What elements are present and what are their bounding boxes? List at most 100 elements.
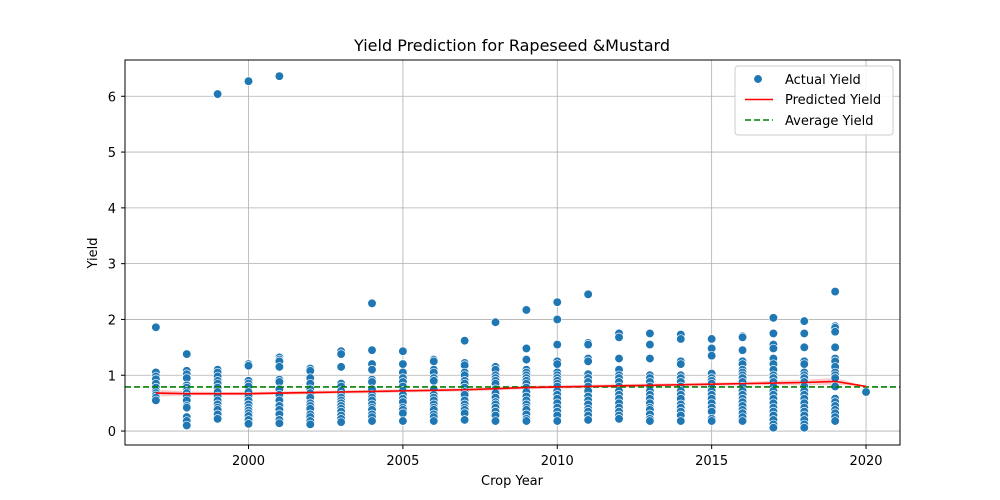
- data-point: [552, 314, 562, 325]
- data-point: [182, 420, 192, 431]
- x-tick-label: 2005: [386, 454, 419, 469]
- x-tick-label: 2000: [232, 454, 265, 469]
- data-point: [367, 298, 377, 308]
- data-point: [398, 359, 408, 369]
- data-point: [429, 356, 439, 366]
- data-point: [830, 416, 840, 426]
- data-point: [799, 359, 809, 369]
- grid: [125, 60, 900, 445]
- y-tick-label: 4: [108, 202, 116, 217]
- data-point: [861, 387, 871, 397]
- scatter-points: [151, 71, 871, 433]
- data-point: [737, 345, 748, 355]
- data-point: [521, 354, 532, 365]
- data-point: [151, 395, 161, 406]
- data-point: [398, 408, 408, 418]
- data-point: [182, 349, 192, 359]
- data-point: [676, 334, 686, 344]
- data-point: [583, 356, 593, 366]
- data-point: [243, 361, 254, 371]
- y-axis-label: Yield: [86, 238, 101, 270]
- data-point: [336, 362, 346, 372]
- data-point: [614, 332, 624, 342]
- data-point: [243, 419, 254, 429]
- data-point: [521, 416, 532, 426]
- data-point: [614, 414, 624, 424]
- data-point: [614, 353, 624, 364]
- data-point: [830, 342, 840, 353]
- data-point: [521, 305, 532, 315]
- data-point: [799, 423, 809, 433]
- chart-title: Yield Prediction for Rapeseed &Mustard: [353, 36, 670, 55]
- data-point: [243, 76, 254, 86]
- data-point: [552, 359, 562, 369]
- series-lines: [125, 380, 900, 395]
- legend-frame: [734, 65, 894, 136]
- predicted-yield-line: [155, 380, 867, 395]
- data-point: [459, 415, 470, 425]
- data-point: [212, 414, 223, 424]
- y-tick-label: 6: [108, 90, 116, 105]
- y-tick-label: 0: [108, 425, 116, 440]
- data-point: [274, 71, 285, 81]
- data-point: [676, 416, 686, 426]
- x-tick-label: 2010: [541, 454, 574, 469]
- data-point: [583, 339, 593, 350]
- data-point: [274, 362, 285, 372]
- data-point: [305, 419, 315, 430]
- data-point: [429, 376, 439, 386]
- data-point: [768, 313, 779, 323]
- data-point: [707, 416, 717, 426]
- data-point: [768, 328, 779, 339]
- data-point: [799, 316, 809, 326]
- data-point: [707, 351, 717, 361]
- y-tick-label: 2: [108, 313, 116, 328]
- data-point: [151, 322, 161, 332]
- data-point: [552, 339, 562, 350]
- data-point: [398, 346, 408, 356]
- data-point: [367, 416, 377, 426]
- data-point: [583, 289, 593, 299]
- legend-label-predicted: Predicted Yield: [785, 93, 881, 108]
- axis-ticks: 2000 2005 2010 2015 2020 0 1 2 3 4 5 6: [108, 90, 883, 469]
- data-point: [367, 365, 377, 375]
- data-point: [336, 417, 346, 427]
- data-point: [490, 317, 501, 327]
- x-axis-label: Crop Year: [481, 474, 544, 489]
- data-point: [799, 328, 809, 339]
- data-point: [645, 353, 655, 364]
- y-tick-label: 5: [108, 146, 116, 161]
- data-point: [645, 328, 655, 339]
- legend: Actual Yield Predicted Yield Average Yie…: [734, 65, 894, 136]
- data-point: [799, 342, 809, 353]
- data-point: [768, 343, 779, 354]
- data-point: [212, 89, 223, 99]
- data-point: [429, 416, 439, 426]
- data-point: [367, 345, 377, 355]
- y-tick-label: 1: [108, 369, 116, 384]
- data-point: [707, 334, 717, 344]
- data-point: [737, 332, 748, 342]
- data-point: [274, 418, 285, 428]
- data-point: [459, 336, 470, 346]
- data-point: [830, 286, 840, 297]
- data-point: [645, 416, 655, 426]
- data-point: [583, 415, 593, 425]
- data-point: [336, 349, 346, 359]
- plot-frame: [124, 59, 901, 446]
- x-tick-label: 2020: [849, 454, 882, 469]
- legend-label-actual: Actual Yield: [785, 73, 861, 88]
- data-point: [768, 423, 779, 433]
- data-point: [552, 416, 562, 426]
- data-point: [398, 416, 408, 426]
- y-tick-label: 3: [108, 258, 116, 273]
- data-point: [676, 359, 686, 369]
- x-tick-label: 2015: [695, 454, 728, 469]
- data-point: [552, 297, 562, 307]
- data-point: [645, 339, 655, 350]
- legend-label-average: Average Yield: [785, 114, 873, 129]
- data-point: [830, 327, 840, 337]
- data-point: [490, 416, 501, 426]
- legend-marker-actual: [753, 74, 763, 84]
